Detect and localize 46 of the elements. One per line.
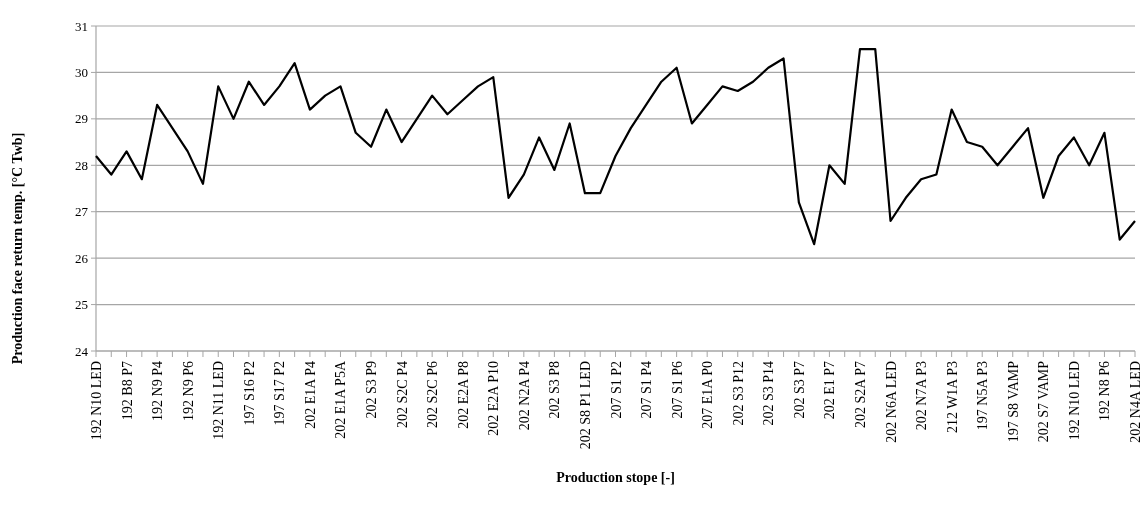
x-tick-label: 202 S2A P7 <box>852 361 868 428</box>
y-tick-label: 25 <box>75 297 88 313</box>
x-tick-label: 197 S16 P2 <box>241 361 257 426</box>
y-axis-title: Production face return temp. [°C Twb] <box>10 132 25 365</box>
x-tick-label: 202 N4A LED <box>1128 361 1142 443</box>
x-tick-label: 197 N5A P3 <box>975 361 991 431</box>
y-tick-label: 30 <box>75 64 88 80</box>
x-tick-label: 202 E2A P8 <box>455 361 471 429</box>
x-tick-label: 202 S3 P9 <box>364 361 380 419</box>
x-tick-label: 202 N6A LED <box>883 361 899 443</box>
y-tick-label: 29 <box>75 111 88 127</box>
x-tick-label: 207 S1 P2 <box>608 361 624 419</box>
x-tick-label: 202 S3 P14 <box>761 361 777 426</box>
x-tick-label: 202 E1A P4 <box>302 361 318 429</box>
x-tick-label: 202 E1A P5A <box>333 360 349 439</box>
line-series <box>94 48 1137 246</box>
x-tick-label: 192 N9 P4 <box>150 361 166 421</box>
y-tick-label: 31 <box>75 18 88 34</box>
y-tick-label: 26 <box>75 250 89 266</box>
x-tick-label: 192 B8 P7 <box>119 361 135 421</box>
x-tick-label: 202 S3 P7 <box>791 361 807 419</box>
x-tick-label: 202 E1 P7 <box>822 361 838 420</box>
x-tick-label: 192 N9 P6 <box>180 361 196 421</box>
x-tick-label: 212 W1A P3 <box>944 361 960 434</box>
x-tick-label: 192 N10 LED <box>89 361 104 441</box>
x-tick-label: 202 S2C P4 <box>394 361 410 428</box>
x-tick-label: 197 S8 VAMP <box>1005 360 1021 443</box>
x-tick-label: 192 N10 LED <box>1066 361 1082 441</box>
x-tick-label: 202 S7 VAMP <box>1036 360 1052 443</box>
y-tick-label: 28 <box>75 157 88 173</box>
x-tick-label: 202 N7A P3 <box>914 361 930 431</box>
x-tick-label: 202 S2C P6 <box>425 361 441 428</box>
x-tick-label: 202 S3 P12 <box>730 361 746 426</box>
y-tick-label: 27 <box>75 204 89 220</box>
x-tick-label: 197 S17 P2 <box>272 361 288 426</box>
x-axis-title: Production stope [-] <box>556 469 675 485</box>
x-tick-label: 202 E2A P10 <box>486 361 502 436</box>
x-tick-label: 202 S3 P8 <box>547 361 563 419</box>
x-tick-label: 192 N11 LED <box>211 361 227 440</box>
y-tick-label: 24 <box>75 343 89 359</box>
x-tick-label: 202 N2A P4 <box>516 361 532 431</box>
x-tick-label: 207 S1 P4 <box>639 361 655 419</box>
x-tick-label: 202 S8 P1 LED <box>577 361 593 450</box>
x-tick-label: 192 N8 P6 <box>1097 361 1113 421</box>
x-tick-label: 207 S1 P6 <box>669 361 685 419</box>
x-tick-label: 207 E1A P0 <box>700 361 716 429</box>
